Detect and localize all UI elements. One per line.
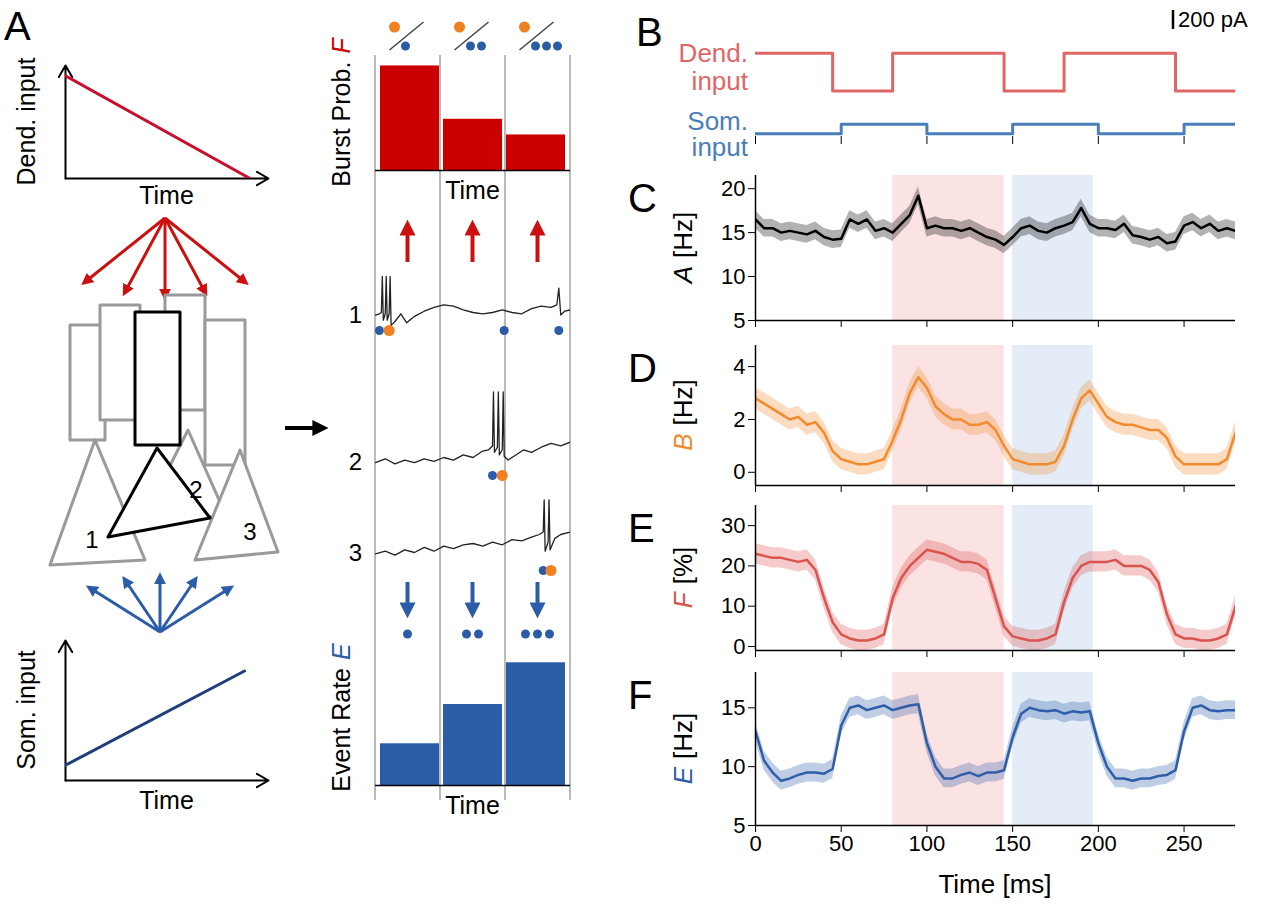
svg-text:Dend.: Dend.	[679, 38, 748, 68]
svg-text:Time: Time	[139, 786, 194, 814]
svg-text:Time: Time	[445, 176, 500, 204]
svg-text:F[%]: F[%]	[668, 547, 698, 608]
svg-text:Som. input: Som. input	[12, 650, 40, 770]
svg-text:5: 5	[733, 813, 745, 838]
svg-text:2: 2	[733, 407, 745, 432]
svg-text:2: 2	[349, 448, 362, 475]
svg-text:Event RateE: Event RateE	[327, 643, 355, 792]
svg-text:A: A	[4, 4, 31, 48]
svg-text:1: 1	[85, 526, 98, 553]
svg-text:250: 250	[1166, 831, 1203, 856]
svg-text:D: D	[628, 346, 657, 390]
svg-text:2: 2	[189, 476, 202, 503]
svg-text:15: 15	[721, 220, 745, 245]
svg-text:Time [ms]: Time [ms]	[938, 869, 1051, 899]
svg-text:10: 10	[721, 264, 745, 289]
svg-text:Burst Prob.F: Burst Prob.F	[327, 37, 355, 187]
svg-text:30: 30	[721, 513, 745, 538]
svg-text:3: 3	[349, 539, 362, 566]
svg-text:1: 1	[349, 301, 362, 328]
svg-text:150: 150	[994, 831, 1031, 856]
svg-text:input: input	[692, 66, 749, 96]
svg-text:0: 0	[733, 634, 745, 659]
svg-text:E[Hz]: E[Hz]	[668, 713, 698, 785]
svg-text:3: 3	[243, 518, 256, 545]
svg-text:0: 0	[749, 831, 761, 856]
svg-text:100: 100	[909, 831, 946, 856]
svg-text:B[Hz]: B[Hz]	[668, 379, 698, 451]
svg-text:C: C	[628, 176, 657, 220]
svg-text:15: 15	[721, 695, 745, 720]
svg-text:Time: Time	[139, 181, 194, 209]
svg-text:20: 20	[721, 553, 745, 578]
svg-text:10: 10	[721, 593, 745, 618]
svg-text:200: 200	[1080, 831, 1117, 856]
svg-text:4: 4	[733, 354, 745, 379]
svg-text:200 pA: 200 pA	[1178, 7, 1248, 32]
svg-text:10: 10	[721, 754, 745, 779]
svg-text:A[Hz]: A[Hz]	[668, 212, 698, 286]
svg-text:E: E	[628, 506, 655, 550]
svg-text:50: 50	[829, 831, 853, 856]
svg-text:Time: Time	[445, 791, 500, 819]
svg-text:input: input	[692, 132, 749, 162]
svg-text:Som.: Som.	[687, 106, 748, 136]
svg-text:5: 5	[733, 308, 745, 333]
svg-text:B: B	[636, 10, 663, 54]
svg-text:20: 20	[721, 176, 745, 201]
svg-text:F: F	[628, 673, 652, 717]
svg-text:0: 0	[733, 459, 745, 484]
svg-text:Dend. input: Dend. input	[12, 58, 40, 186]
